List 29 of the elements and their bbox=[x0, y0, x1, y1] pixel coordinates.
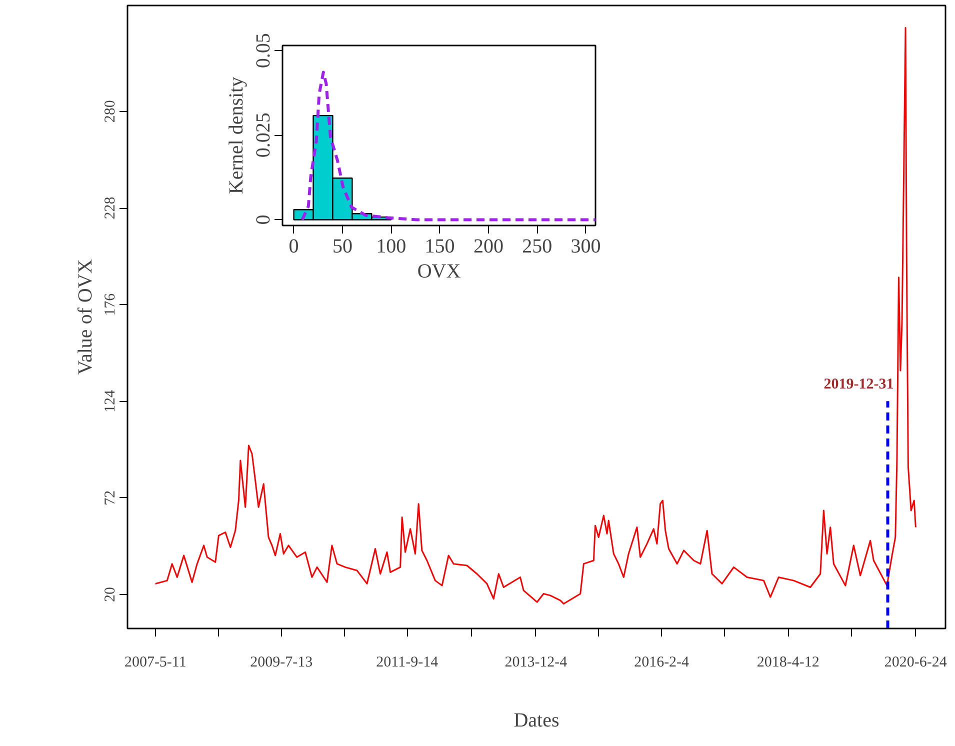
line-series bbox=[154, 27, 916, 605]
x-tick-label: 2018-4-12 bbox=[756, 654, 820, 670]
x-tick-label: 150 bbox=[424, 236, 455, 258]
x-tick-label: 0 bbox=[288, 236, 299, 258]
x-tick-label: 200 bbox=[473, 236, 504, 258]
y-axis-title: Value of OVX bbox=[74, 258, 96, 375]
ref-line-label: 2019-12-31 bbox=[824, 376, 894, 393]
x-tick-label: 2013-12-4 bbox=[504, 654, 568, 670]
y-axis-title: Kernel density bbox=[226, 76, 248, 194]
x-axis-title: OVX bbox=[417, 260, 462, 282]
y-tick-label: 228 bbox=[102, 196, 118, 220]
x-tick-label: 300 bbox=[570, 236, 601, 258]
y-tick-label: 176 bbox=[102, 292, 118, 316]
y-tick-label: 124 bbox=[102, 390, 118, 413]
x-tick-label: 100 bbox=[376, 236, 406, 258]
x-tick-label: 2016-2-4 bbox=[634, 654, 690, 670]
x-tick-label: 2020-6-24 bbox=[884, 654, 948, 670]
x-tick-label: 2007-5-11 bbox=[124, 654, 186, 670]
x-tick-label: 2011-9-14 bbox=[376, 654, 439, 670]
x-tick-label: 250 bbox=[522, 236, 552, 258]
y-tick-label: 0.05 bbox=[252, 33, 274, 68]
y-tick-label: 280 bbox=[102, 100, 118, 123]
x-tick-label: 50 bbox=[332, 236, 352, 258]
y-tick-label: 20 bbox=[102, 587, 118, 602]
y-tick-label: 0.025 bbox=[252, 112, 274, 158]
x-tick-label: 2009-7-13 bbox=[250, 654, 313, 670]
x-axis-title: Dates bbox=[514, 710, 560, 732]
y-tick-label: 0 bbox=[252, 214, 274, 225]
y-tick-label: 72 bbox=[102, 490, 118, 506]
